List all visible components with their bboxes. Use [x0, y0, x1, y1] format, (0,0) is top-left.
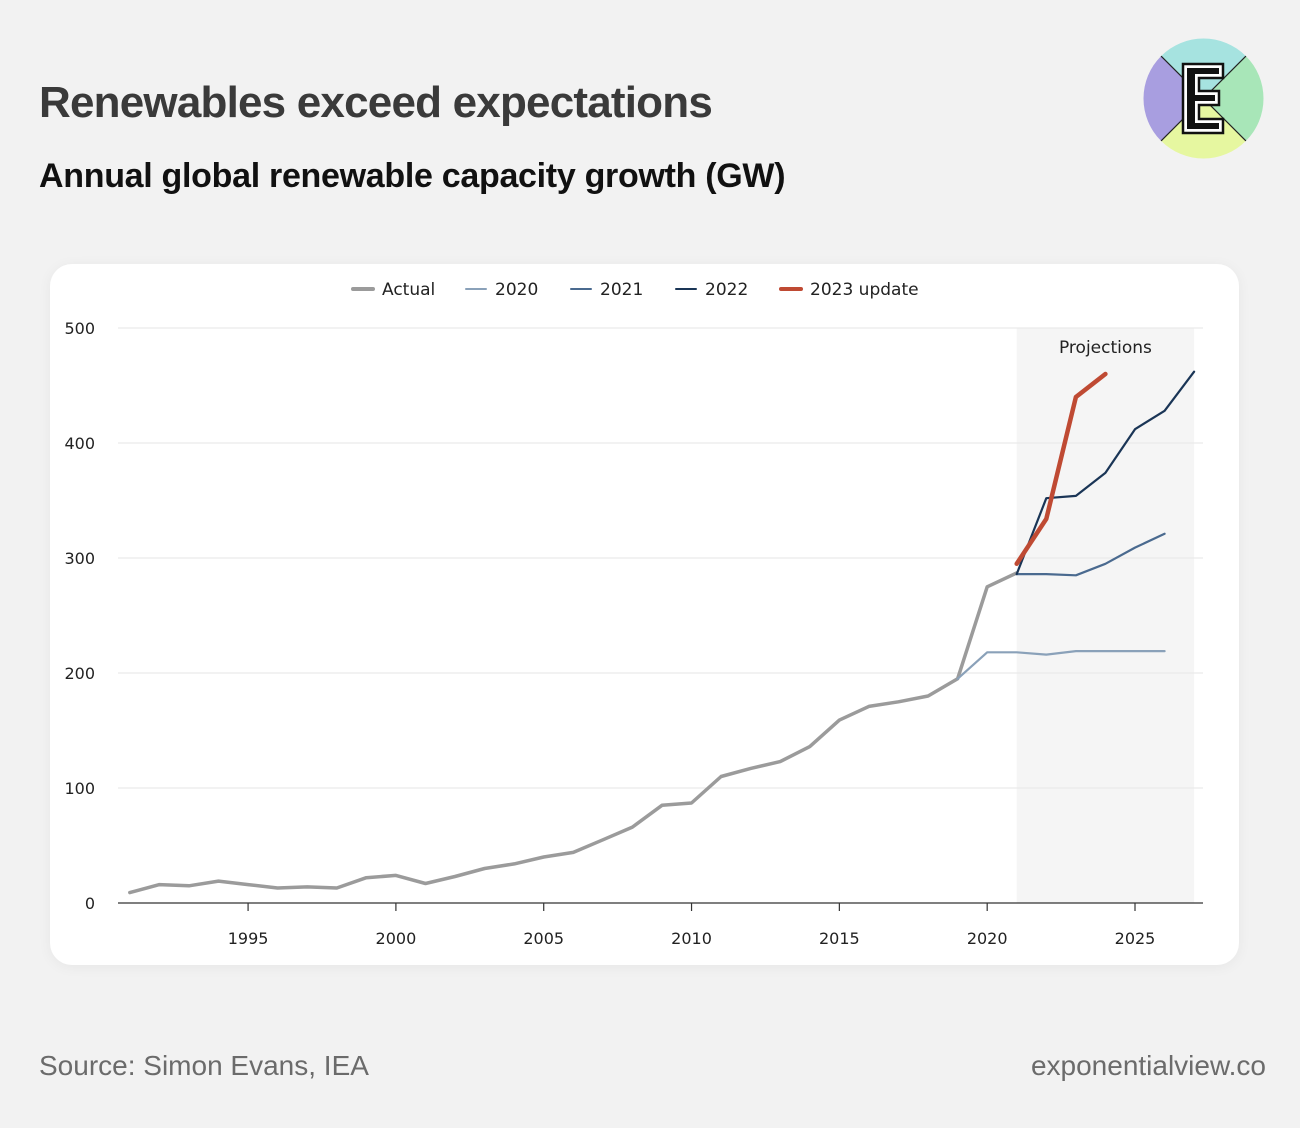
x-tick-label: 2010: [671, 929, 712, 948]
legend-label: 2020: [495, 280, 538, 300]
y-tick-label: 100: [64, 779, 95, 798]
y-tick-label: 500: [64, 319, 95, 338]
x-tick-label: 2005: [523, 929, 564, 948]
legend-label: Actual: [382, 280, 435, 300]
y-tick-label: 200: [64, 664, 95, 683]
chart-title: Renewables exceed expectations: [39, 78, 712, 128]
x-tick-label: 2020: [967, 929, 1008, 948]
y-tick-label: 400: [64, 434, 95, 453]
exponential-view-logo: [1143, 38, 1264, 159]
legend-label: 2021: [600, 280, 643, 300]
chart-subtitle: Annual global renewable capacity growth …: [39, 157, 785, 196]
series-line-actual: [130, 573, 1017, 893]
x-tick-label: 1995: [228, 929, 269, 948]
projection-region: [1017, 328, 1194, 903]
chart-card: Projections 0 100 200 300 400 500 1995 2000 2005 2…: [50, 264, 1239, 965]
x-tick-label: 2015: [819, 929, 860, 948]
y-tick-label: 0: [85, 894, 95, 913]
legend-label: 2022: [705, 280, 748, 300]
site-url: exponentialview.co: [1031, 1050, 1266, 1082]
x-tick-label: 2000: [376, 929, 417, 948]
y-tick-label: 300: [64, 549, 95, 568]
source-note: Source: Simon Evans, IEA: [39, 1050, 369, 1082]
projection-label: Projections: [1059, 338, 1152, 358]
line-chart: Projections 0 100 200 300 400 500 1995 2000 2005 2…: [50, 264, 1239, 965]
x-tick-label: 2025: [1115, 929, 1156, 948]
legend-label: 2023 update: [810, 280, 919, 300]
